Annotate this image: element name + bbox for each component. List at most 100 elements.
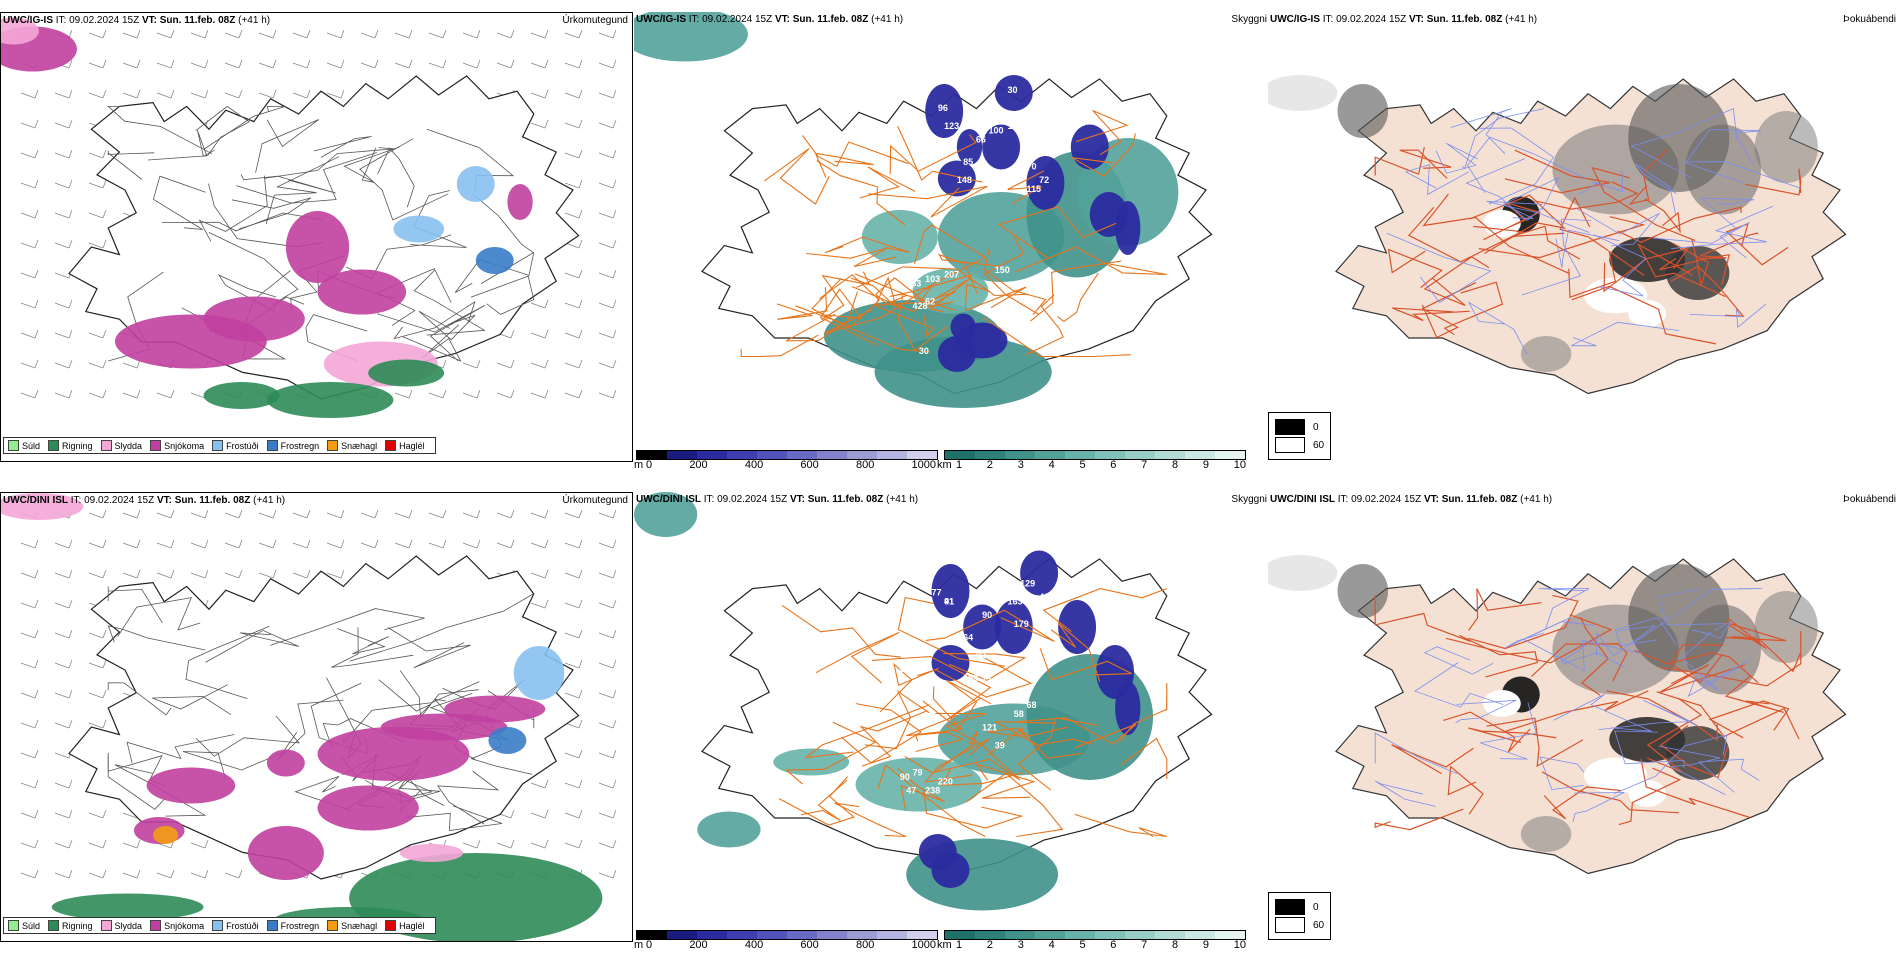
ceiling-label: 148 (957, 175, 972, 185)
init-time: 09.02.2024 15Z (702, 14, 773, 25)
wind-barb (122, 389, 141, 399)
visibility-colorbar (944, 450, 1246, 460)
legend-label: Slydda (114, 440, 143, 451)
lead-time: (+41 h) (253, 495, 286, 506)
wind-barb (88, 209, 107, 219)
road-line (938, 253, 998, 294)
wind-barb (54, 659, 73, 669)
colorbar-segment (1095, 931, 1125, 939)
wind-barb (156, 509, 175, 519)
visibility-panel: 10 88 77 91 60 41 90 64 93 183 71 37 163 179 180 49 129 2… (634, 492, 1267, 954)
road-line (816, 160, 906, 226)
wind-barb (326, 569, 345, 579)
wind-barb (598, 299, 617, 309)
tick-label: 800 (855, 459, 875, 471)
valid-time: Sun. 11.feb. 08Z (1441, 494, 1518, 505)
fog-area (1754, 591, 1818, 663)
ceiling-label: 64 (963, 633, 973, 643)
river-line (1480, 702, 1537, 760)
tick-label: 8 (1172, 459, 1179, 471)
colorbar-segment (1005, 931, 1035, 939)
ceiling-label: 103 (925, 274, 940, 284)
ceiling-label: 81 (919, 157, 929, 167)
wind-barb (292, 59, 311, 69)
wind-barb (564, 509, 583, 519)
panel-title: UWC/IG-IS IT: 09.02.2024 15Z VT: Sun. 11… (3, 15, 270, 26)
road-line (983, 317, 1131, 358)
visibility-panel-title: Skyggni (1231, 494, 1267, 505)
precip-area (317, 785, 419, 831)
road-line (1423, 256, 1490, 306)
wind-barb (20, 89, 39, 99)
wind-barb (598, 269, 617, 279)
wind-barb (326, 89, 345, 99)
tick-label: 7 (1141, 939, 1148, 951)
ceiling-label: 91 (944, 597, 954, 607)
ceiling-label: 70 (1026, 162, 1036, 172)
road-line (470, 275, 535, 315)
wind-barb (122, 359, 141, 369)
cloud-ceiling-area (1070, 124, 1109, 170)
fog-legend-item: 60 (1275, 917, 1324, 933)
river-line (1423, 646, 1494, 675)
precip-area (203, 382, 280, 409)
colorbar-segment (1125, 451, 1155, 459)
legend-item: Frostúði (212, 920, 259, 931)
wind-barb (54, 329, 73, 339)
legend-item: Rigning (48, 440, 93, 451)
legend-swatch (48, 440, 60, 451)
precip-type-panel: UWC/DINI ISL IT: 09.02.2024 15Z VT: Sun.… (0, 492, 633, 942)
vt-label: VT: (156, 495, 172, 506)
wind-barb (462, 389, 481, 399)
cloud-ceiling-area (931, 564, 970, 618)
wind-barb (530, 569, 549, 579)
tick-label: 600 (800, 939, 819, 951)
wind-barb (54, 239, 73, 249)
wind-barb (394, 59, 413, 69)
road-line (405, 805, 503, 831)
wind-barb (598, 659, 617, 669)
tick-label: 600 (800, 459, 819, 471)
wind-barb (224, 869, 243, 879)
model-name: UWC/IG-IS (1270, 14, 1320, 25)
legend-label: Slydda (114, 920, 143, 931)
wind-barb (360, 29, 379, 39)
it-label: IT: (1337, 494, 1349, 505)
cloud-ceiling-area (925, 84, 964, 138)
road-line (1039, 648, 1132, 681)
ceiling-label: 96 (938, 103, 948, 113)
fog-map (1268, 75, 1847, 395)
road-line (1637, 242, 1726, 298)
road-line (1374, 595, 1471, 642)
colorbar-segment (817, 451, 847, 459)
river-line (1683, 161, 1801, 189)
legend-label: Rigning (62, 920, 93, 931)
road-line (784, 721, 877, 785)
wind-barb (190, 89, 209, 99)
wind-barb (564, 329, 583, 339)
road-line (1505, 690, 1649, 732)
wind-barb (564, 149, 583, 159)
legend-swatch (8, 440, 19, 451)
it-label: IT: (1322, 14, 1334, 25)
wind-barb (20, 149, 39, 159)
wind-barb (258, 89, 277, 99)
road-line (1660, 631, 1802, 687)
river-line (1386, 232, 1492, 304)
wind-barb (394, 509, 413, 519)
ceiling-label: 180 (1039, 619, 1054, 629)
precip-area (488, 727, 527, 754)
wind-barb (122, 89, 141, 99)
road-line (776, 287, 828, 320)
colorbar-segment (637, 451, 667, 459)
wind-barb (54, 89, 73, 99)
road-line (313, 136, 372, 158)
river-line (1572, 792, 1625, 823)
wind-barb (156, 89, 175, 99)
wind-barb (190, 509, 209, 519)
road-line (1387, 248, 1443, 289)
ceiling-label: 10 (799, 547, 809, 557)
road-line (941, 769, 1024, 786)
legend-item: Slydda (100, 920, 143, 931)
road-line (107, 586, 163, 624)
